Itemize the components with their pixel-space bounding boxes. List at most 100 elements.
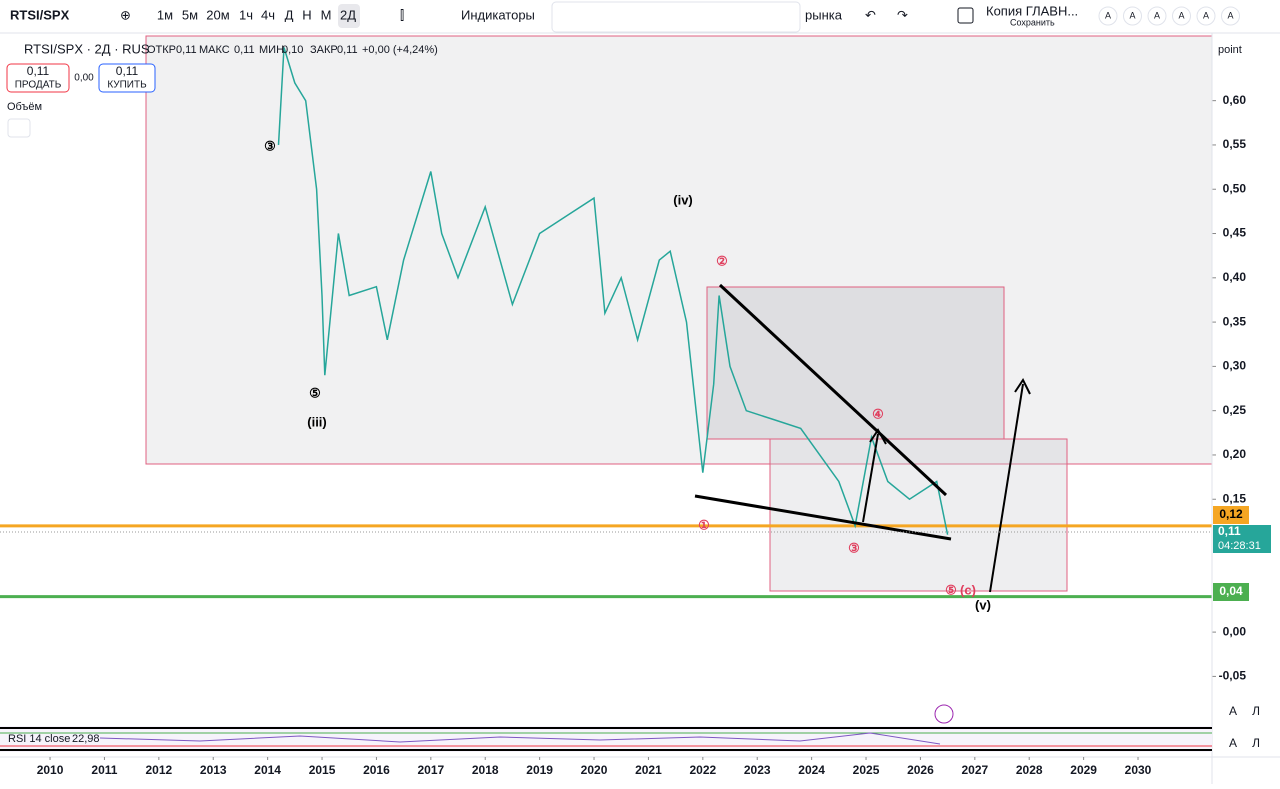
interval[interactable]: 1м — [157, 7, 173, 22]
x-tick-label: 2020 — [581, 763, 608, 777]
interval[interactable]: 2Д — [340, 7, 356, 22]
buy-price: 0,11 — [116, 64, 139, 78]
volume-label: Объём — [7, 101, 42, 113]
redo[interactable]: ↷ — [897, 7, 908, 22]
drawing-toolbar — [551, 1, 801, 33]
open-label: ОТКР — [147, 44, 176, 56]
alert-bg[interactable] — [1172, 6, 1191, 26]
buy-label: КУПИТЬ — [107, 80, 147, 91]
pane-button[interactable]: A — [1229, 736, 1237, 750]
interval[interactable]: 4ч — [261, 7, 275, 22]
close-label: ЗАКР — [310, 44, 338, 56]
y-tick-label: 0,45 — [1223, 226, 1247, 240]
x-tick-label: 2023 — [744, 763, 771, 777]
y-tick-label: 0,55 — [1223, 137, 1247, 151]
low: 0,10 — [282, 44, 303, 56]
x-tick-label: 2019 — [526, 763, 553, 777]
pane-button[interactable]: A — [1229, 704, 1237, 718]
layout-icon[interactable] — [957, 7, 974, 24]
rsi-title: RSI 14 close — [8, 733, 70, 745]
add-symbol[interactable]: ⊕ — [120, 7, 131, 22]
interval[interactable]: 20м — [206, 7, 229, 22]
x-tick-label: 2030 — [1125, 763, 1152, 777]
close: 0,11 — [337, 44, 358, 56]
buy-button[interactable] — [98, 63, 156, 93]
layout-name[interactable]: Копия ГЛАВН... — [986, 3, 1078, 18]
legend-bg — [4, 40, 144, 60]
y-tick-label: -0,05 — [1219, 669, 1247, 683]
axis-unit[interactable]: point — [1218, 44, 1242, 56]
interval[interactable]: Н — [302, 7, 311, 22]
y-tick-label: 0,30 — [1223, 359, 1247, 373]
trendline — [694, 494, 952, 541]
alert[interactable]: A — [1154, 10, 1160, 20]
alert-bg[interactable] — [1196, 6, 1216, 26]
x-tick-label: 2017 — [417, 763, 444, 777]
sell-button[interactable] — [6, 63, 70, 93]
arrow-head — [869, 428, 887, 445]
trendline — [989, 383, 1024, 593]
alert-bg[interactable] — [1221, 6, 1240, 26]
interval[interactable]: 5м — [182, 7, 198, 22]
price-badge-text: 0,12 — [1219, 507, 1243, 521]
chart-type[interactable]: ⫿ — [400, 7, 404, 22]
interval[interactable]: Д — [285, 7, 294, 22]
price-badge — [1213, 583, 1249, 601]
high: 0,11 — [234, 44, 255, 56]
x-tick-label: 2024 — [798, 763, 825, 777]
x-tick-label: 2029 — [1070, 763, 1097, 777]
x-tick-label: 2021 — [635, 763, 662, 777]
wave-label: ③ — [264, 138, 276, 153]
y-tick-label: 0,35 — [1223, 314, 1247, 328]
y-tick-label: 0,60 — [1223, 93, 1247, 107]
legend-title: RTSI/SPX · 2Д · RUS — [24, 41, 150, 56]
alert[interactable]: A — [1203, 10, 1209, 20]
wave-label: (c) — [960, 582, 976, 597]
event-icon[interactable] — [934, 704, 954, 724]
alert[interactable]: A — [1129, 10, 1135, 20]
wave-label: (v) — [975, 597, 991, 612]
price-line — [277, 47, 949, 535]
open: 0,11 — [176, 44, 197, 56]
alert[interactable]: A — [1227, 10, 1233, 20]
x-tick-label: 2011 — [91, 763, 117, 777]
y-tick-label: 0,50 — [1223, 181, 1247, 195]
wave-label: ⑤ — [309, 385, 321, 400]
wave-label: ④ — [872, 406, 884, 421]
alert[interactable]: A — [1105, 10, 1111, 20]
indicators[interactable]: Индикаторы — [461, 7, 535, 22]
high-label: МАКС — [199, 44, 230, 56]
alert-bg[interactable] — [1147, 6, 1167, 26]
price-badge-text: 0,11 — [1218, 524, 1241, 538]
market[interactable]: рынка — [805, 7, 843, 22]
saved: Сохранить — [1010, 17, 1055, 27]
wave-label: (iii) — [307, 414, 327, 429]
interval-active-bg — [338, 4, 360, 28]
y-tick-label: 0,40 — [1223, 270, 1247, 284]
price-badge-text: 0,04 — [1219, 584, 1243, 598]
y-tick-label: 0,25 — [1223, 403, 1247, 417]
alert-bg[interactable] — [1098, 6, 1118, 26]
interval[interactable]: М — [321, 7, 332, 22]
symbol[interactable]: RTSI/SPX — [10, 7, 70, 22]
undo[interactable]: ↶ — [865, 7, 876, 22]
y-tick-label: 0,20 — [1223, 447, 1247, 461]
interval[interactable]: 1ч — [239, 7, 253, 22]
trendline — [862, 433, 879, 523]
wave-label: (iv) — [673, 192, 693, 207]
x-tick-label: 2016 — [363, 763, 390, 777]
y-tick-label: 0,00 — [1223, 624, 1247, 638]
pane-button[interactable]: Л — [1252, 736, 1260, 750]
x-tick-label: 2015 — [309, 763, 336, 777]
collapse-button[interactable] — [7, 118, 31, 138]
x-tick-label: 2025 — [853, 763, 880, 777]
zone — [706, 286, 1005, 440]
alert[interactable]: A — [1178, 10, 1184, 20]
pane-button[interactable]: Л — [1252, 704, 1260, 718]
wave-label: ③ — [848, 540, 860, 555]
y-tick-label: 0,15 — [1223, 491, 1247, 505]
wave-label: ⑤ — [945, 582, 957, 597]
alert-bg[interactable] — [1123, 6, 1142, 26]
zone — [769, 438, 1068, 592]
